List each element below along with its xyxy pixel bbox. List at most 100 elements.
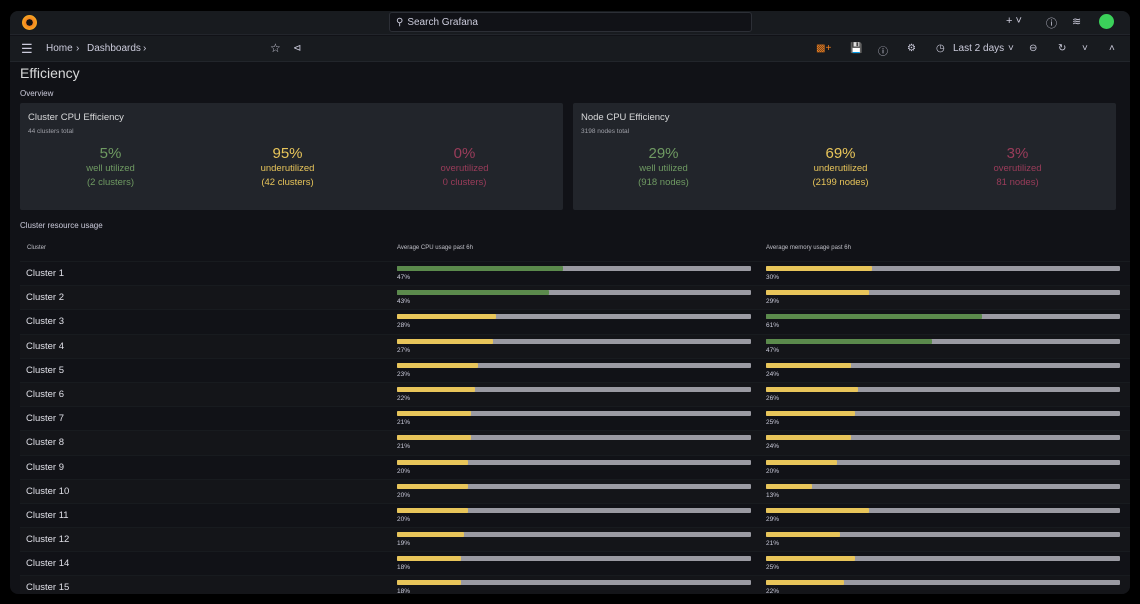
chevron-down-icon[interactable]: ˅	[1008, 43, 1014, 54]
stat-underutilized: 69% underutilized (2199 nodes)	[750, 145, 931, 188]
column-header-cpu[interactable]: Average CPU usage past 6h	[397, 245, 473, 251]
cpu-usage-bar	[397, 290, 751, 296]
cluster-name[interactable]: Cluster 12	[26, 534, 70, 546]
top-bar: ⚲ Search Grafana + ˅ ⓘ ≋	[10, 11, 1130, 35]
column-header-cluster[interactable]: Cluster	[27, 245, 47, 251]
panel-title: Node CPU Efficiency	[581, 112, 670, 123]
breadcrumb-dashboards[interactable]: Dashboards	[87, 43, 141, 54]
cluster-name[interactable]: Cluster 11	[26, 509, 69, 521]
cpu-usage-value: 18%	[397, 588, 411, 594]
table-row[interactable]: Cluster 6 22% 26%	[20, 381, 1130, 407]
cpu-usage-value: 47%	[397, 274, 411, 281]
table-row[interactable]: Cluster 11 20% 29%	[20, 502, 1130, 528]
memory-usage-value: 29%	[766, 515, 780, 523]
dashboard-content: Efficiency Overview Cluster CPU Efficien…	[20, 63, 1130, 594]
cluster-name[interactable]: Cluster 15	[26, 582, 70, 594]
stat-label: underutilized	[260, 163, 315, 174]
stat-count: (42 clusters)	[261, 177, 314, 188]
memory-usage-bar	[766, 580, 1120, 586]
stat-count: (2 clusters)	[87, 177, 134, 188]
memory-usage-value: 24%	[766, 443, 780, 451]
cluster-name[interactable]: Cluster 14	[26, 558, 70, 570]
grafana-window: ⚲ Search Grafana + ˅ ⓘ ≋ ☰ Home › Dashboa…	[10, 11, 1130, 594]
cpu-usage-bar	[397, 532, 751, 538]
table-row[interactable]: Cluster 9 20% 20%	[20, 454, 1130, 479]
cluster-name[interactable]: Cluster 9	[26, 461, 65, 473]
breadcrumb-separator: ›	[76, 43, 80, 54]
cluster-name[interactable]: Cluster 8	[26, 437, 65, 449]
info-icon[interactable]: ⓘ	[878, 47, 888, 58]
cpu-usage-bar	[397, 507, 751, 513]
star-icon[interactable]: ☆	[270, 41, 281, 55]
breadcrumb-separator: ›	[143, 43, 147, 54]
settings-icon[interactable]: ⚙	[907, 43, 916, 54]
cpu-usage-value: 43%	[397, 298, 411, 306]
share-icon[interactable]: ⊲	[293, 43, 302, 54]
cpu-usage-value: 18%	[397, 564, 411, 572]
search-input[interactable]: ⚲ Search Grafana	[389, 12, 752, 32]
cluster-name[interactable]: Cluster 3	[26, 316, 65, 328]
cpu-usage-bar	[397, 556, 751, 562]
cluster-name[interactable]: Cluster 6	[26, 388, 65, 400]
panel-subtitle: 44 clusters total	[28, 128, 74, 135]
cpu-usage-bar	[397, 386, 751, 392]
cluster-name[interactable]: Cluster 2	[26, 292, 65, 304]
cluster-name[interactable]: Cluster 1	[26, 268, 65, 279]
zoom-out-icon[interactable]: ⊖	[1029, 43, 1038, 54]
cluster-name[interactable]: Cluster 4	[26, 340, 65, 352]
memory-usage-bar	[766, 483, 1120, 489]
cluster-name[interactable]: Cluster 5	[26, 364, 65, 376]
time-range-picker[interactable]: Last 2 days	[953, 43, 1005, 54]
stat-label: overutilized	[440, 163, 489, 174]
column-header-memory[interactable]: Average memory usage past 6h	[766, 245, 851, 251]
news-feed-icon[interactable]: ≋	[1072, 16, 1082, 28]
table-header: Cluster Average CPU usage past 6h Averag…	[20, 238, 1130, 261]
chevron-down-icon[interactable]: ˅	[1082, 43, 1088, 54]
memory-usage-bar	[766, 386, 1120, 392]
table-row[interactable]: Cluster 12 19% 21%	[20, 527, 1130, 552]
table-row[interactable]: Cluster 1 47% 30%	[20, 261, 1130, 286]
table-row[interactable]: Cluster 7 21% 25%	[20, 406, 1130, 431]
memory-usage-value: 30%	[766, 274, 780, 281]
cluster-name[interactable]: Cluster 7	[26, 413, 65, 425]
memory-usage-value: 29%	[766, 298, 780, 306]
collapse-icon[interactable]: ˄	[1109, 43, 1115, 54]
row-cluster-resource-usage[interactable]: Cluster resource usage	[20, 221, 103, 230]
add-panel-icon[interactable]: ▩+	[816, 43, 832, 54]
panel-title: Cluster CPU Efficiency	[28, 112, 124, 123]
table-row[interactable]: Cluster 3 28% 61%	[20, 309, 1130, 334]
memory-usage-value: 13%	[766, 491, 780, 499]
row-overview[interactable]: Overview	[20, 89, 54, 98]
menu-icon[interactable]: ☰	[21, 41, 33, 56]
save-icon[interactable]: 💾	[850, 43, 863, 54]
refresh-icon[interactable]: ↻	[1058, 43, 1067, 54]
cpu-usage-bar	[397, 362, 751, 368]
table-row[interactable]: Cluster 10 20% 13%	[20, 478, 1130, 503]
stat-count: 81 nodes)	[996, 177, 1039, 188]
table-row[interactable]: Cluster 15 18% 22%	[20, 575, 1130, 594]
memory-usage-value: 22%	[766, 588, 780, 594]
memory-usage-value: 25%	[766, 419, 780, 427]
breadcrumb-home[interactable]: Home	[46, 43, 73, 54]
table-row[interactable]: Cluster 14 18% 25%	[20, 551, 1130, 576]
table-row[interactable]: Cluster 8 21% 24%	[20, 430, 1130, 455]
table-row[interactable]: Cluster 2 43% 29%	[20, 285, 1130, 310]
stat-label: underutilized	[813, 163, 868, 174]
stat-well-utilized: 29% well utilized (918 nodes)	[573, 145, 754, 188]
stat-panel: Node CPU Efficiency 3198 nodes total 29%…	[573, 103, 1116, 210]
panel-subtitle: 3198 nodes total	[581, 128, 630, 135]
memory-usage-value: 47%	[766, 346, 780, 354]
clock-icon: ◷	[936, 43, 945, 54]
grafana-logo[interactable]	[22, 15, 37, 30]
cluster-name[interactable]: Cluster 10	[26, 485, 70, 497]
cpu-usage-bar	[397, 266, 751, 271]
table-row[interactable]: Cluster 4 27% 47%	[20, 333, 1130, 358]
nav-bar: ☰ Home › Dashboards › ☆ ⊲ ▩+ 💾 ⓘ ⚙ ◷ Las…	[10, 36, 1130, 62]
avatar[interactable]	[1099, 14, 1114, 29]
add-new-icon[interactable]: + ˅	[1006, 15, 1022, 27]
table-row[interactable]: Cluster 5 23% 24%	[20, 357, 1130, 382]
stat-label: well utilized	[639, 163, 688, 174]
help-icon[interactable]: ⓘ	[1046, 18, 1057, 30]
cpu-usage-value: 27%	[397, 346, 411, 354]
memory-usage-bar	[766, 290, 1120, 296]
